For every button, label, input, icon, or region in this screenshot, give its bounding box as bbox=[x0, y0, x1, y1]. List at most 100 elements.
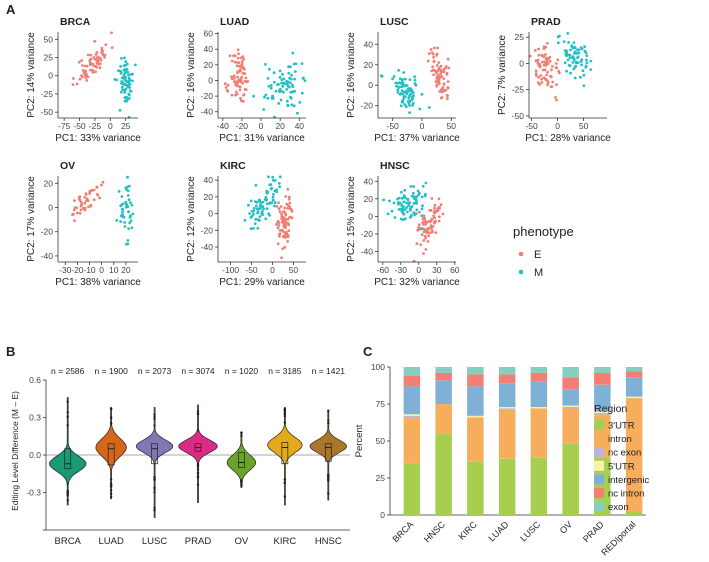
pca-point bbox=[126, 175, 129, 179]
pca-point bbox=[271, 94, 274, 98]
pca-points-prad-e bbox=[528, 41, 561, 102]
pca-point bbox=[439, 64, 443, 68]
pca-point bbox=[540, 81, 544, 84]
pca-point bbox=[79, 208, 83, 212]
pca-point bbox=[415, 242, 419, 246]
pca-point bbox=[127, 184, 131, 188]
pca-point bbox=[412, 94, 415, 98]
pca-title-luad: LUAD bbox=[220, 16, 250, 28]
pca-point bbox=[275, 223, 278, 226]
violin-shape-brca bbox=[48, 397, 87, 506]
pca-y-tick-label: -20 bbox=[361, 229, 374, 239]
pca-point bbox=[401, 211, 405, 215]
pca-point bbox=[83, 195, 87, 199]
pca-point bbox=[124, 202, 128, 206]
pca-point bbox=[420, 227, 424, 231]
pca-point bbox=[434, 231, 438, 235]
violin-n-label-prad: n = 3074 bbox=[181, 366, 215, 376]
violin-y-tick-label: 0.6 bbox=[29, 375, 41, 385]
pca-y-tick-label: 40 bbox=[204, 44, 214, 54]
pca-point bbox=[423, 234, 427, 238]
pca-x-tick-label: 10 bbox=[109, 265, 119, 275]
pca-y-tick-label: 20 bbox=[364, 60, 374, 70]
pca-point bbox=[565, 69, 568, 73]
violin-n-label-ov: n = 1020 bbox=[225, 366, 259, 376]
violin-outlier bbox=[66, 482, 69, 485]
violin-outlier bbox=[109, 416, 113, 420]
pca-points-hnsc-e bbox=[412, 197, 445, 263]
violin-outlier bbox=[109, 407, 113, 411]
pca-point bbox=[563, 61, 567, 65]
pca-point bbox=[248, 212, 252, 215]
violin-outlier bbox=[196, 471, 200, 475]
bar-segment bbox=[625, 367, 643, 372]
pca-point bbox=[78, 77, 82, 81]
pca-point bbox=[554, 62, 558, 65]
pca-point bbox=[93, 39, 97, 43]
region-legend-swatch bbox=[594, 447, 604, 458]
pca-point bbox=[281, 229, 284, 233]
pca-point bbox=[288, 205, 292, 209]
pca-point bbox=[291, 51, 295, 55]
pca-x-tick-label: 25 bbox=[121, 121, 131, 131]
pca-point bbox=[568, 64, 572, 67]
pca-point bbox=[278, 185, 281, 189]
region-legend-label: 5'UTR bbox=[608, 461, 635, 472]
pca-point bbox=[403, 90, 406, 94]
pca-point bbox=[439, 203, 443, 207]
pca-y-tick-label: -40 bbox=[201, 242, 214, 252]
pca-point bbox=[432, 68, 435, 72]
pca-panel-luad: LUAD -40 -20 0 20 40 -40 -20 0 20 40 60 PC1: 31% var… bbox=[186, 16, 307, 144]
violin-outlier bbox=[196, 475, 200, 478]
pca-x-label-luad: PC1: 31% variance bbox=[219, 133, 305, 144]
bar-segment bbox=[594, 367, 611, 373]
pca-title-kirc: KIRC bbox=[220, 160, 246, 172]
pca-point bbox=[278, 76, 282, 79]
pca-point bbox=[77, 60, 81, 64]
pca-point bbox=[233, 60, 237, 64]
violin-box-kirc bbox=[281, 442, 289, 465]
violin-outlier bbox=[327, 473, 330, 477]
pca-point bbox=[415, 208, 419, 212]
bar-y-tick-label: 0 bbox=[380, 510, 385, 520]
bar-segment bbox=[403, 463, 421, 515]
pca-point bbox=[566, 58, 570, 62]
pca-point bbox=[285, 99, 289, 103]
pca-y-tick-label: 0 bbox=[368, 80, 373, 90]
bar-x-label-prad: PRAD bbox=[581, 519, 606, 544]
pca-point bbox=[266, 96, 270, 100]
pca-point bbox=[284, 213, 288, 217]
pca-y-tick-label: 0 bbox=[208, 209, 213, 219]
pca-panel-hnsc: HNSC -60 -30 0 30 60 -40 -20 0 20 40 PC1: 32% varia… bbox=[346, 160, 460, 288]
pca-point bbox=[267, 212, 271, 216]
pca-title-prad: PRAD bbox=[531, 16, 561, 28]
bar-segment bbox=[562, 367, 579, 378]
pca-point bbox=[271, 195, 275, 199]
violin-hnsc: n = 1421 HNSC bbox=[309, 366, 347, 547]
pca-point bbox=[291, 85, 295, 88]
bar-segment bbox=[625, 398, 643, 513]
pca-point bbox=[280, 256, 283, 260]
violin-outlier bbox=[327, 409, 330, 413]
pca-point bbox=[282, 225, 286, 229]
pca-point bbox=[278, 175, 282, 179]
pca-point bbox=[569, 48, 572, 52]
legend-m-dot bbox=[518, 269, 524, 275]
pca-point bbox=[94, 65, 98, 68]
pca-point bbox=[236, 75, 240, 79]
bar-x-label-luad: LUAD bbox=[486, 519, 510, 543]
violin-box-lusc bbox=[151, 443, 158, 465]
pca-y-tick-label: -20 bbox=[41, 227, 54, 237]
bar-x-label-ov: OV bbox=[558, 519, 574, 535]
pca-point bbox=[413, 82, 417, 85]
pca-point bbox=[240, 63, 243, 67]
bar-segment bbox=[435, 372, 452, 381]
bar-segment bbox=[530, 407, 548, 409]
pca-point bbox=[117, 190, 121, 193]
pca-y-tick-label: 40 bbox=[364, 176, 374, 186]
pca-point bbox=[243, 88, 247, 91]
bar-y-label: Percent bbox=[354, 424, 365, 457]
pca-point bbox=[75, 211, 79, 215]
violin-y-label: Editing Level Difference (M – E) bbox=[10, 391, 20, 511]
